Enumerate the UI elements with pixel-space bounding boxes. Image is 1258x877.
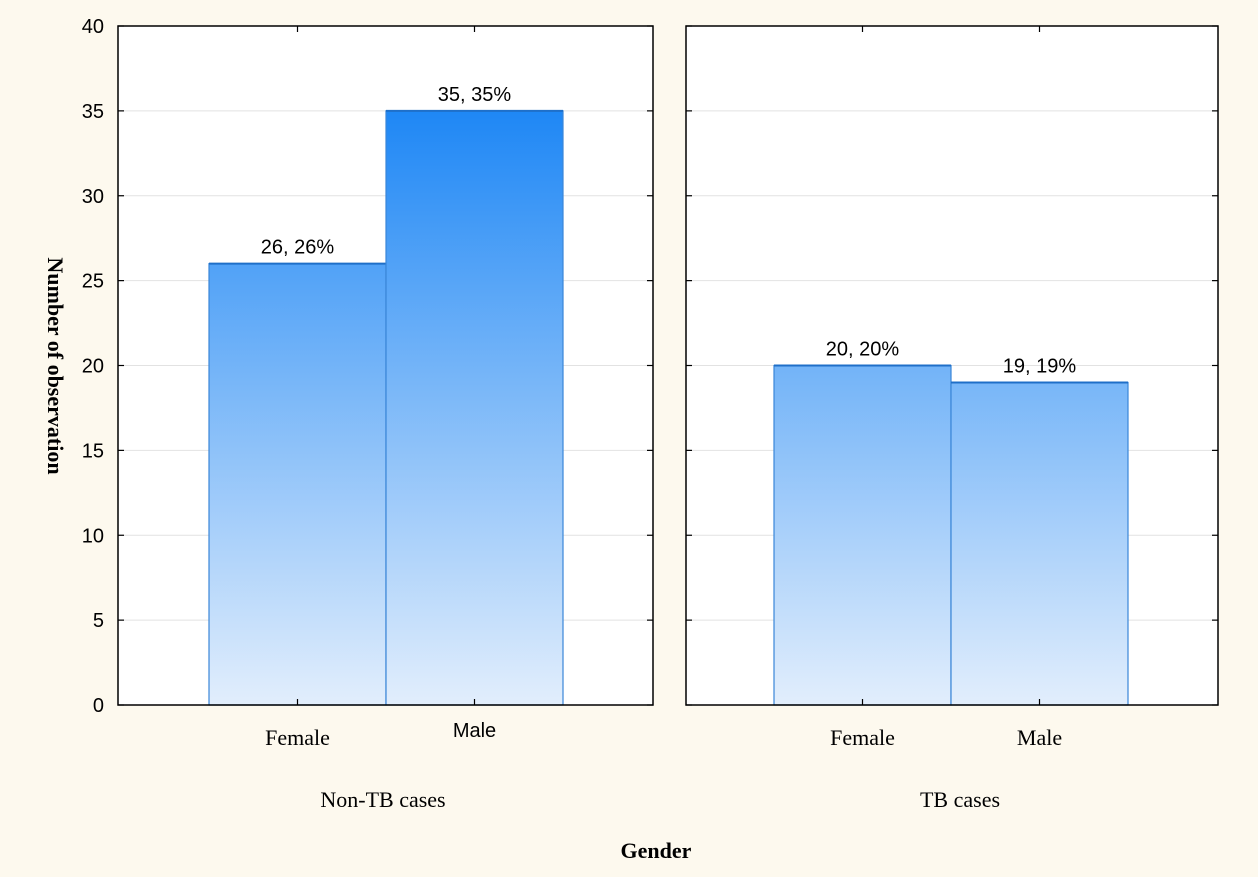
- data-label: 26, 26%: [261, 237, 335, 259]
- group-label: TB cases: [920, 787, 1000, 812]
- data-label: 19, 19%: [1003, 355, 1077, 377]
- bar-male: [950, 381, 1129, 706]
- y-tick-label: 40: [82, 16, 104, 38]
- y-tick-label: 30: [82, 186, 104, 208]
- y-tick-label: 0: [93, 695, 104, 717]
- chart-panel-1: 26, 26% Female 35, 35% Male Non-TB cases: [117, 25, 654, 812]
- category-label: Female: [830, 725, 895, 750]
- group-label: Non-TB cases: [320, 787, 445, 812]
- bar-female: [208, 263, 387, 706]
- x-axis-title: Gender: [621, 838, 692, 863]
- category-label: Male: [1017, 725, 1062, 750]
- data-label: 35, 35%: [438, 84, 512, 106]
- bar-male: [385, 110, 564, 706]
- y-axis-title: Number of observation: [43, 257, 68, 474]
- y-tick-label: 10: [82, 525, 104, 547]
- plot-frame: [117, 25, 654, 706]
- y-tick-label: 20: [82, 356, 104, 378]
- category-label: Female: [265, 725, 330, 750]
- y-tick-label: 35: [82, 101, 104, 123]
- data-label: 20, 20%: [826, 339, 900, 361]
- y-tick-label: 15: [82, 440, 104, 462]
- bar-female: [773, 364, 952, 706]
- y-axis-labels: 0 5 10 15 20 25 30 35 40: [82, 16, 104, 717]
- chart-panel-2: 20, 20% Female 19, 19% Male TB cases: [685, 25, 1219, 812]
- y-tick-label: 25: [82, 271, 104, 293]
- plot-frame: [685, 25, 1219, 706]
- y-tick-label: 5: [93, 610, 104, 632]
- category-label: Male: [453, 720, 496, 742]
